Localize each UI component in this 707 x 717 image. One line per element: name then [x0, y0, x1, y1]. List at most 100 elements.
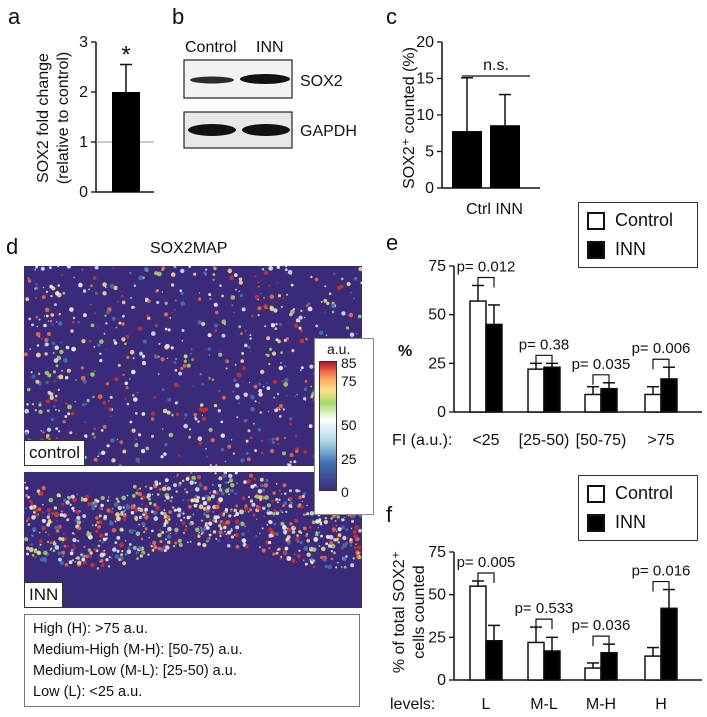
heatmap-speckle: [268, 439, 271, 441]
heatmap-speckle: [246, 457, 251, 462]
colorbar-tick-0: 0: [341, 484, 349, 500]
heatmap-speckle: [167, 540, 171, 545]
heatmap-speckle: [349, 332, 355, 338]
heatmap-speckle: [163, 452, 167, 456]
heatmap-speckle: [323, 298, 328, 303]
heatmap-speckle: [324, 517, 327, 520]
heatmap-speckle: [136, 488, 140, 491]
heatmap-speckle: [147, 493, 151, 498]
heatmap-speckle: [296, 393, 299, 396]
panel-a-ylabel-2: (relative to control): [55, 52, 72, 185]
heatmap-speckle: [178, 371, 183, 376]
heatmap-speckle: [149, 542, 151, 545]
heatmap-speckle: [219, 527, 223, 531]
heatmap-speckle: [184, 357, 187, 360]
heatmap-speckle: [54, 545, 60, 550]
heatmap-speckle: [228, 514, 232, 518]
heatmap-speckle: [180, 268, 185, 274]
heatmap-speckle: [38, 546, 41, 549]
heatmap-speckle: [35, 286, 39, 290]
heatmap-speckle: [334, 520, 337, 522]
heatmap-speckle: [345, 326, 350, 330]
heatmap-speckle: [283, 382, 289, 387]
chart-panel-f: 0 25 50 75 p= 0.005 Lp= 0.533 M-L p= 0.036 M-H p=…: [428, 544, 702, 713]
heatmap-speckle: [290, 309, 295, 315]
heatmap-speckle: [66, 368, 71, 373]
heatmap-speckle: [228, 493, 230, 495]
heatmap-speckle: [142, 513, 145, 516]
panel-d-title: SOX2MAP: [150, 240, 227, 257]
blot-label-gapdh: GAPDH: [300, 123, 357, 140]
heatmap-speckle: [97, 525, 101, 529]
heatmap-speckle: [32, 518, 34, 520]
heatmap-speckle: [54, 394, 58, 398]
panel-f-ytick-label: 25: [428, 629, 446, 646]
heatmap-speckle: [236, 416, 239, 419]
legend-e-inn: INN: [587, 239, 646, 260]
panel-e-bar-inn: [660, 378, 678, 413]
heatmap-speckle: [297, 504, 301, 508]
heatmap-speckle: [145, 297, 149, 301]
panel-e-pvalue-label: p= 0.012: [457, 258, 516, 275]
heatmap-speckle: [97, 327, 99, 329]
heatmap-speckle: [137, 545, 142, 550]
heatmap-speckle: [299, 338, 305, 344]
heatmap-speckle: [302, 513, 306, 517]
heatmap-speckle: [356, 333, 358, 335]
heatmap-speckle: [119, 542, 124, 548]
heatmap-speckle: [346, 281, 351, 287]
heatmap-speckle: [223, 525, 227, 530]
heatmap-speckle: [113, 341, 118, 345]
panel-e-ytick-label: 0: [437, 404, 446, 421]
heatmap-speckle: [247, 530, 250, 532]
heatmap-speckle: [195, 527, 200, 532]
heatmap-speckle: [199, 373, 202, 376]
heatmap-speckle: [258, 392, 263, 397]
heatmap-speckle: [208, 533, 212, 537]
heatmap-speckle: [253, 384, 258, 389]
heatmap-speckle: [218, 530, 223, 535]
heatmap-speckle: [336, 530, 338, 532]
heatmap-speckle: [27, 277, 30, 280]
heatmap-speckle: [268, 547, 271, 550]
heatmap-speckle: [186, 363, 191, 368]
panel-f-bar-control: [644, 655, 662, 681]
heatmap-speckle: [129, 420, 133, 424]
heatmap-speckle: [24, 408, 29, 414]
heatmap-speckle: [197, 533, 200, 535]
heatmap-speckle: [99, 533, 104, 538]
heatmap-speckle: [67, 404, 72, 410]
heatmap-speckle: [144, 527, 148, 531]
heatmap-speckle: [143, 531, 146, 534]
heatmap-speckle: [26, 510, 28, 512]
heatmap-speckle: [193, 503, 198, 508]
heatmap-speckle: [174, 401, 178, 405]
heatmap-speckle: [303, 397, 307, 401]
heatmap-speckle: [298, 557, 300, 559]
heatmap-speckle: [91, 504, 95, 508]
definition-low: Low (L): <25 a.u.: [33, 684, 143, 700]
heatmap-speckle: [235, 383, 240, 388]
heatmap-speckle: [147, 497, 151, 501]
heatmap-speckle: [141, 522, 146, 527]
heatmap-speckle: [227, 536, 229, 538]
heatmap-speckle: [212, 490, 217, 494]
heatmap-speckle: [27, 387, 31, 392]
heatmap-speckle: [201, 416, 207, 421]
heatmap-speckle: [25, 494, 29, 497]
heatmap-speckle: [129, 271, 132, 275]
heatmap-speckle: [157, 355, 160, 358]
heatmap-speckle: [31, 374, 36, 379]
heatmap-speckle: [98, 452, 101, 456]
heatmap-speckle: [49, 266, 52, 269]
heatmap-speckle: [24, 511, 26, 514]
heatmap-speckle: [256, 505, 262, 510]
heatmap-speckle: [82, 403, 85, 407]
heatmap-speckle: [72, 497, 78, 503]
heatmap-speckle: [42, 503, 44, 506]
heatmap-speckle: [304, 380, 308, 383]
heatmap-speckle: [82, 289, 87, 293]
heatmap-speckle: [282, 294, 284, 296]
heatmap-speckle: [198, 441, 203, 445]
heatmap-speckle: [152, 540, 157, 546]
